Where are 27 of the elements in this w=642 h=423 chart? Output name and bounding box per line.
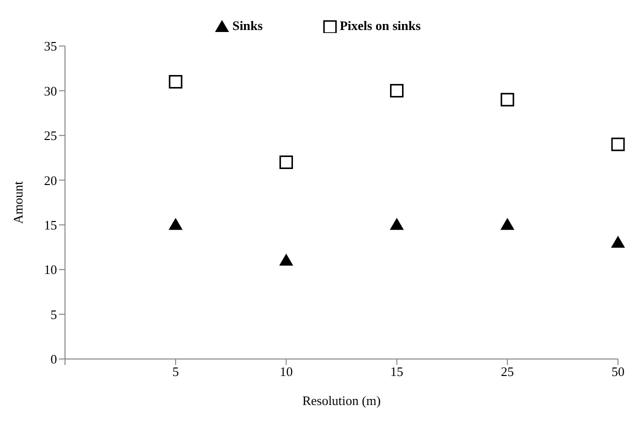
point (611, 236, 625, 248)
x-tick-label: 10 (280, 364, 293, 380)
x-tick-label: 5 (172, 364, 179, 380)
x-tick-label: 50 (612, 364, 624, 380)
x-axis-title: Resolution (m) (302, 393, 381, 408)
legend-label: Sinks (232, 18, 263, 34)
y-axis-title: Amount (10, 180, 26, 224)
point (611, 138, 625, 152)
point (500, 92, 514, 106)
y-tick-label: 35 (44, 38, 57, 54)
y-tick-label: 30 (44, 83, 57, 98)
point (168, 75, 182, 89)
y-tick-label: 20 (44, 172, 57, 188)
point (500, 218, 514, 230)
y-tick-label: 25 (44, 128, 57, 144)
x-tick-label: 15 (390, 364, 404, 380)
point (168, 218, 183, 230)
point (390, 218, 404, 230)
legend-label: Pixels on sinks (340, 18, 421, 34)
point (390, 84, 404, 98)
y-tick-label: 0 (50, 352, 57, 367)
point (279, 156, 293, 170)
y-tick-label: 15 (44, 217, 57, 232)
x-tick-label: 25 (500, 364, 514, 380)
point (279, 254, 294, 266)
y-tick-label: 5 (50, 306, 57, 322)
y-tick-label: 10 (44, 262, 57, 278)
